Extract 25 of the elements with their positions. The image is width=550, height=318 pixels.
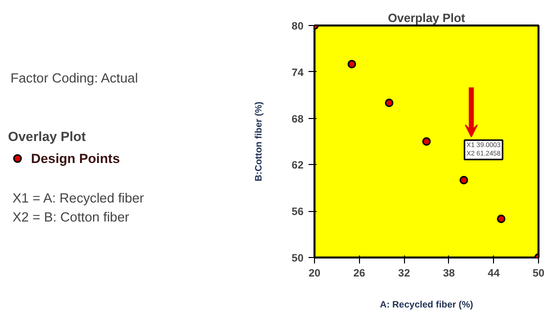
text: X2 = B: Cotton fiber <box>12 210 130 224</box>
point <box>348 60 356 68</box>
y-tick-label: 80 <box>292 20 304 32</box>
x-axis-title: A: Recycled fiber (%) <box>380 300 474 310</box>
x-tick-label: 50 <box>532 268 544 280</box>
legend-label: Design Points <box>31 150 120 166</box>
y-tick-label: 62 <box>292 160 304 172</box>
legend-title: Overlay Plot <box>8 129 87 144</box>
point <box>384 98 394 108</box>
text: Factor Coding: Actual <box>10 70 138 86</box>
x-tick-label: 26 <box>353 268 366 280</box>
y-axis-title: B:Cotton fiber (%) <box>254 102 264 182</box>
point <box>496 214 506 224</box>
y-tick-label: 68 <box>292 113 304 126</box>
y-tick-label: 50 <box>292 252 304 264</box>
y-tick-label: 74 <box>292 66 304 79</box>
point <box>460 176 468 184</box>
x-tick-label: 44 <box>488 268 500 280</box>
text: X1 = A: Recycled fiber <box>12 190 145 206</box>
x-tick-label: 32 <box>398 268 410 280</box>
y-tick-label: 56 <box>292 206 304 218</box>
x-tick-label: 20 <box>308 268 320 280</box>
point <box>422 137 431 146</box>
chart-title: Overplay Plot <box>388 11 466 25</box>
x-tick-label: 38 <box>442 268 455 280</box>
